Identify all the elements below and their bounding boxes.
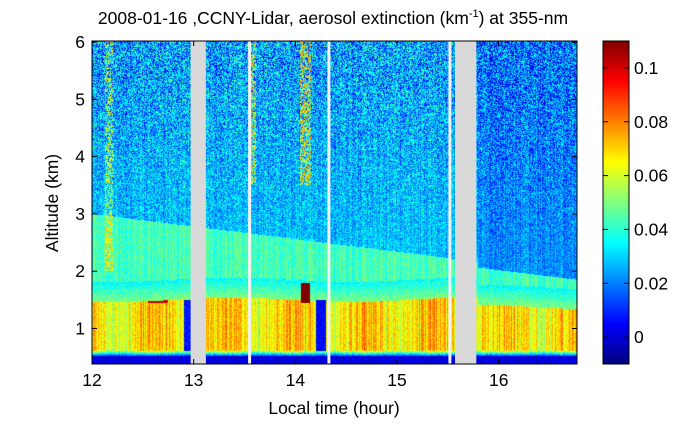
y-tick-label: 6 — [75, 32, 85, 52]
data-gap-2 — [454, 41, 477, 364]
x-tick-label: 13 — [184, 370, 203, 390]
colorbar-tick-label: 0 — [634, 327, 644, 347]
colorbar-tick-label: 0.04 — [634, 219, 668, 239]
colorbar-tick-label: 0.08 — [634, 112, 668, 132]
thin-gap-2 — [327, 41, 331, 364]
y-axis-label: Altitude (km) — [42, 154, 62, 252]
chart-title: 2008-01-16 ,CCNY-Lidar, aerosol extincti… — [98, 8, 568, 28]
x-tick-label: 16 — [489, 370, 508, 390]
y-tick-label: 3 — [75, 204, 85, 224]
y-tick-label: 2 — [75, 261, 85, 281]
data-gap-layer — [190, 41, 477, 364]
data-gap-1 — [190, 41, 206, 364]
heatmap-image — [92, 41, 577, 364]
thin-gap-1 — [248, 41, 252, 364]
y-axis: 1 2 3 4 5 6 — [75, 32, 577, 338]
x-tick-label: 14 — [286, 370, 306, 390]
x-axis: 12 13 14 15 16 — [82, 41, 508, 390]
colorbar-tick-label: 0.1 — [634, 58, 658, 78]
colorbar-frame — [602, 40, 630, 365]
colorbar-tick-label: 0.06 — [634, 166, 668, 186]
thin-gap-3 — [448, 41, 452, 364]
y-tick-label: 5 — [75, 89, 85, 109]
y-tick-label: 1 — [75, 318, 85, 338]
x-tick-label: 15 — [387, 370, 406, 390]
x-tick-label: 12 — [82, 370, 101, 390]
colorbar: 0 0.02 0.04 0.06 0.08 0.1 — [602, 40, 668, 365]
heatmap-plot-area — [91, 40, 578, 365]
colorbar-image — [603, 41, 629, 364]
colorbar-tick-label: 0.02 — [634, 273, 668, 293]
y-tick-label: 4 — [75, 147, 85, 167]
plot-frame — [91, 40, 578, 365]
x-axis-label: Local time (hour) — [268, 398, 399, 418]
colorbar-ticks: 0 0.02 0.04 0.06 0.08 0.1 — [603, 58, 668, 347]
